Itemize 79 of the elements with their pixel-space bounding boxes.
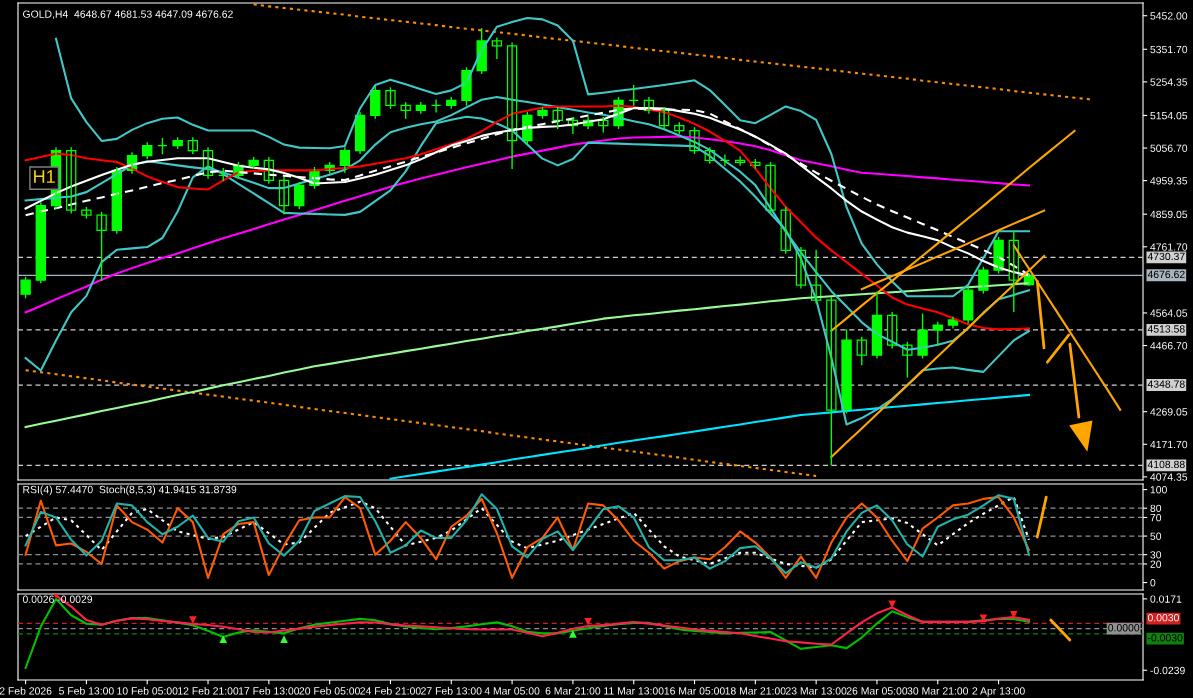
line-series — [830, 129, 1076, 332]
y-tick-label: 4171.70 — [1150, 440, 1188, 449]
ref-line-label: -0.0030 — [1147, 634, 1183, 642]
line-series — [54, 17, 1031, 298]
point — [569, 630, 577, 638]
ref-line-label: 4676.62 — [1147, 270, 1185, 279]
y-tick-label: 4761.70 — [1150, 243, 1188, 251]
candlestick — [552, 107, 563, 129]
ref-line-label: 4513.58 — [1147, 325, 1185, 333]
candlestick — [385, 87, 396, 109]
candlestick — [96, 211, 107, 281]
annotation: H1 — [34, 170, 55, 183]
point — [888, 600, 896, 609]
x-tick-label: 2 Feb 2026 — [0, 686, 52, 695]
y-tick-label: 5452.00 — [1150, 12, 1188, 20]
y-tick-label: 0 — [1150, 579, 1156, 587]
y-tick-label: 5351.70 — [1150, 45, 1188, 54]
x-tick-label: 20 Feb 05:00 — [299, 686, 360, 695]
x-tick-label: 10 Feb 05:00 — [117, 686, 178, 695]
point — [280, 635, 288, 643]
x-tick-label: 27 Feb 13:00 — [421, 686, 482, 695]
x-tick-label: 23 Mar 13:00 — [785, 687, 847, 695]
point — [584, 617, 592, 626]
y-tick-label: 4859.05 — [1150, 210, 1188, 219]
x-tick-label: 4 Mar 05:00 — [484, 687, 540, 695]
y-tick-label: 4269.05 — [1150, 408, 1188, 416]
point — [979, 614, 988, 622]
candlestick — [430, 99, 442, 113]
candlestick — [856, 336, 867, 366]
y-tick-label: 5056.70 — [1150, 144, 1188, 152]
line-series — [24, 135, 1031, 314]
line-series — [252, 3, 1091, 101]
x-tick-label: 26 Mar 05:00 — [846, 687, 908, 695]
x-tick-label: 30 Mar 21:00 — [907, 687, 969, 695]
chart-title: RSI(4) 57.4470 Stoch(8,5,3) 41.9415 31.8739 — [23, 485, 237, 496]
y-tick-label: 80 — [1150, 504, 1162, 513]
y-tick-label: 4466.70 — [1150, 342, 1188, 350]
y-tick-label: 100 — [1150, 486, 1167, 494]
y-tick-label: 30 — [1150, 551, 1162, 559]
y-tick-label: 4074.35 — [1150, 473, 1188, 481]
line-series — [389, 393, 1031, 480]
ref-line-label: 4108.88 — [1147, 460, 1185, 469]
y-tick-label: 5154.05 — [1150, 111, 1188, 120]
x-tick-label: 17 Feb 13:00 — [238, 686, 300, 695]
x-tick-label: 16 Mar 05:00 — [664, 687, 725, 695]
point — [219, 635, 228, 643]
line-series — [54, 594, 1031, 646]
ref-line-label: 4730.37 — [1147, 252, 1185, 261]
point — [1009, 610, 1018, 619]
line-series — [24, 282, 1031, 429]
candlestick — [628, 84, 639, 106]
candlestick — [917, 313, 928, 359]
y-tick-label: 50 — [1150, 532, 1162, 540]
candlestick — [719, 154, 731, 167]
x-tick-label: 2 Apr 13:00 — [972, 687, 1025, 697]
y-tick-label: 70 — [1150, 513, 1162, 522]
x-tick-label: 6 Mar 21:00 — [545, 687, 601, 695]
text: GOLD,H4 4648.67 4681.53 4647.09 4676.62 — [23, 10, 233, 20]
x-tick-label: 24 Feb 21:00 — [360, 686, 421, 695]
y-tick-label: -0.0239 — [1150, 666, 1185, 675]
y-tick-label: 20 — [1150, 560, 1162, 568]
x-tick-label: 18 Mar 21:00 — [725, 687, 786, 695]
y-tick-label: 4564.05 — [1150, 309, 1188, 317]
x-tick-label: 5 Feb 13:00 — [59, 686, 114, 695]
x-tick-label: 12 Feb 21:00 — [178, 686, 239, 695]
line-series — [24, 369, 818, 478]
ref-line-label: 4348.78 — [1147, 380, 1185, 388]
point — [189, 616, 197, 624]
ref-line-label: 0.0000 — [1108, 624, 1140, 632]
candlestick — [20, 276, 31, 299]
y-tick-label: 4959.35 — [1150, 177, 1188, 185]
candlestick — [978, 266, 989, 294]
candlestick — [841, 329, 852, 414]
candlestick — [932, 321, 943, 346]
x-tick-label: 11 Mar 13:00 — [604, 687, 664, 695]
y-tick-label: 0.0171 — [1150, 595, 1182, 603]
line-series — [860, 209, 1046, 291]
y-tick-label: 5254.35 — [1150, 78, 1188, 86]
ref-line-label: 0.0030 — [1147, 613, 1179, 622]
